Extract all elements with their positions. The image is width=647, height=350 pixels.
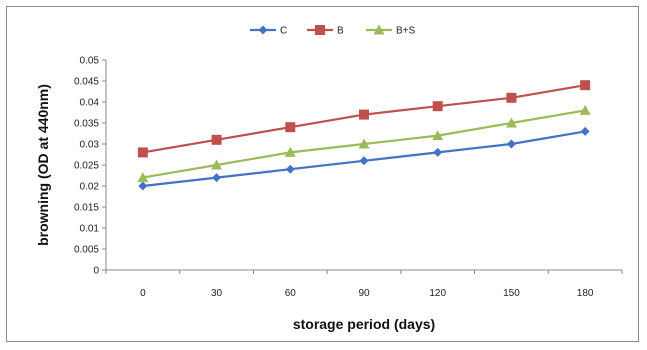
legend-item-c: C xyxy=(250,25,287,37)
data-point-c xyxy=(359,156,369,166)
y-tick-label: 0.045 xyxy=(74,77,99,88)
data-point-b xyxy=(211,134,222,145)
data-point-c xyxy=(138,181,148,191)
data-point-b xyxy=(285,122,296,133)
data-point-b xyxy=(580,80,591,91)
data-point-b-s xyxy=(284,146,296,157)
y-tick-label: 0.035 xyxy=(74,119,99,130)
y-tick-label: 0.02 xyxy=(80,182,100,193)
legend: C B B+S xyxy=(250,24,416,37)
data-point-c xyxy=(506,139,516,149)
series-b xyxy=(137,80,591,158)
data-point-b-s xyxy=(358,138,370,149)
y-tick-label: 0.005 xyxy=(74,245,99,256)
x-tick-label: 90 xyxy=(358,288,370,299)
series-layer xyxy=(137,80,591,191)
data-point-c xyxy=(580,126,590,136)
chart-frame xyxy=(6,6,639,342)
y-tick-label: 0.04 xyxy=(80,98,100,109)
y-tick-label: 0.015 xyxy=(74,203,99,214)
y-tick-label: 0.01 xyxy=(80,224,100,235)
y-axis: 0 0.005 0.01 0.015 0.02 0.025 0.03 0.035 0.04 0.0… xyxy=(74,56,107,277)
data-point-b-s xyxy=(137,172,149,183)
x-axis: 0 30 60 90 120 150 180 xyxy=(105,269,623,299)
data-point-c xyxy=(433,147,443,157)
x-axis-title: storage period (days) xyxy=(293,316,435,332)
x-tick-label: 120 xyxy=(429,288,446,299)
legend-item-b: B xyxy=(307,25,344,37)
series-c xyxy=(138,126,590,191)
data-point-b xyxy=(359,109,369,120)
y-tick-label: 0.025 xyxy=(74,161,99,172)
legend-label-b: B xyxy=(337,26,344,37)
legend-marker-b xyxy=(315,25,325,35)
x-tick-label: 0 xyxy=(140,288,146,299)
x-tick-label: 150 xyxy=(503,288,520,299)
legend-label-c: C xyxy=(280,26,287,37)
legend-item-b-s: B+S xyxy=(366,24,416,37)
legend-marker-c xyxy=(258,25,268,35)
x-tick-label: 30 xyxy=(211,288,223,299)
data-point-b xyxy=(506,92,517,103)
data-point-b xyxy=(432,101,443,112)
legend-label-b-s: B+S xyxy=(396,26,416,37)
data-point-c xyxy=(212,173,222,183)
series-b-s xyxy=(137,104,591,183)
data-point-b-s xyxy=(579,104,591,115)
data-point-b-s xyxy=(432,130,444,141)
y-tick-label: 0.05 xyxy=(80,56,100,67)
legend-marker-b-s xyxy=(373,24,385,35)
y-tick-label: 0.03 xyxy=(80,140,100,151)
x-tick-label: 180 xyxy=(577,288,594,299)
y-axis-title: browning (OD at 440nm) xyxy=(35,84,51,246)
data-point-b-s xyxy=(505,117,517,128)
data-point-c xyxy=(285,164,295,174)
data-point-b xyxy=(137,147,148,158)
data-point-b-s xyxy=(211,159,223,170)
y-tick-label: 0 xyxy=(93,266,99,277)
x-tick-label: 60 xyxy=(285,288,297,299)
